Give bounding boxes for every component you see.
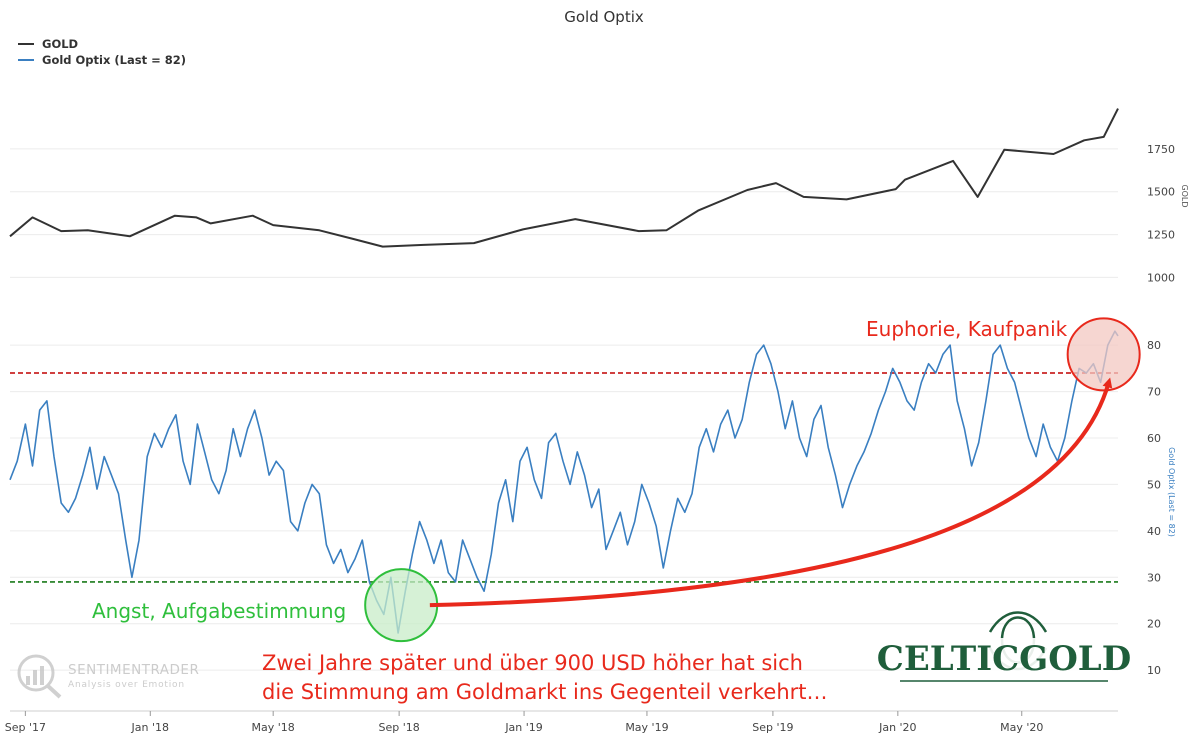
y-tick-label: 60	[1147, 432, 1161, 445]
logo-text: CELTICGOLD	[877, 639, 1131, 679]
watermark-magnifier-handle	[46, 684, 62, 699]
x-tick-label: May '20	[1000, 721, 1043, 734]
x-tick-label: Sep '18	[379, 721, 420, 734]
watermark-magnifier-icon	[17, 654, 55, 692]
x-tick-label: May '18	[252, 721, 295, 734]
highlight-circle	[1066, 317, 1141, 392]
series-lines	[9, 108, 1119, 634]
x-tick-label: May '19	[625, 721, 668, 734]
annotation-euphoria: Euphorie, Kaufpanik	[866, 317, 1068, 341]
legend-label-optix: Gold Optix (Last = 82)	[42, 53, 186, 67]
y-tick-label: 1500	[1147, 186, 1175, 199]
x-axis: Sep '17 Jan '18 May '18 Sep '18 Jan '19 May '…	[5, 710, 1118, 734]
gold-axis-title: GOLD	[1180, 184, 1189, 207]
x-tick-label: Sep '19	[752, 721, 793, 734]
celticgold-logo: CELTICGOLD	[876, 611, 1132, 682]
y-tick-label: 20	[1147, 618, 1161, 631]
watermark-tagline: Analysis over Emotion	[68, 680, 185, 690]
legend-label-gold: GOLD	[42, 37, 78, 51]
y-tick-label: 1000	[1147, 271, 1175, 284]
highlight-circle	[364, 568, 439, 643]
watermark-bar-1	[26, 676, 30, 685]
y-tick-label: 70	[1147, 386, 1161, 399]
chart-title: Gold Optix	[564, 8, 644, 26]
x-tick-label: Jan '19	[504, 721, 542, 734]
footnote-line-2: die Stimmung am Goldmarkt ins Gegenteil …	[262, 680, 828, 704]
highlight-circles	[364, 317, 1141, 643]
y-tick-label: 40	[1147, 525, 1161, 538]
x-tick-label: Jan '20	[878, 721, 916, 734]
y-tick-label: 80	[1147, 339, 1161, 352]
watermark-name: SENTIMENTRADER	[68, 662, 199, 678]
watermark-bar-3	[40, 666, 44, 685]
y-axis-optix: 10 20 30 40 50 60 70 80	[1147, 339, 1161, 677]
y-tick-label: 50	[1147, 478, 1161, 491]
watermark-bar-2	[33, 670, 37, 685]
series-line	[9, 108, 1119, 248]
y-axis-gold: 1000 1250 1500 1750	[1147, 143, 1175, 285]
optix-axis-title: Gold Optix (Last = 82)	[1167, 447, 1176, 537]
legend: GOLD Gold Optix (Last = 82)	[18, 37, 186, 67]
y-tick-label: 30	[1147, 571, 1161, 584]
series-line	[9, 330, 1119, 634]
reference-lines	[10, 372, 1118, 583]
annotation-fear: Angst, Aufgabestimmung	[92, 599, 346, 623]
x-tick-label: Sep '17	[5, 721, 46, 734]
gridlines	[10, 148, 1118, 671]
sentimentrader-watermark: SENTIMENTRADER Analysis over Emotion	[17, 654, 199, 699]
y-tick-label: 1250	[1147, 229, 1175, 242]
y-tick-label: 10	[1147, 664, 1161, 677]
trend-arrow	[429, 377, 1113, 608]
logo-backdrop	[896, 638, 1112, 678]
footnote-line-1: Zwei Jahre später und über 900 USD höher…	[262, 651, 803, 675]
x-tick-label: Jan '18	[131, 721, 169, 734]
y-tick-label: 1750	[1147, 143, 1175, 156]
